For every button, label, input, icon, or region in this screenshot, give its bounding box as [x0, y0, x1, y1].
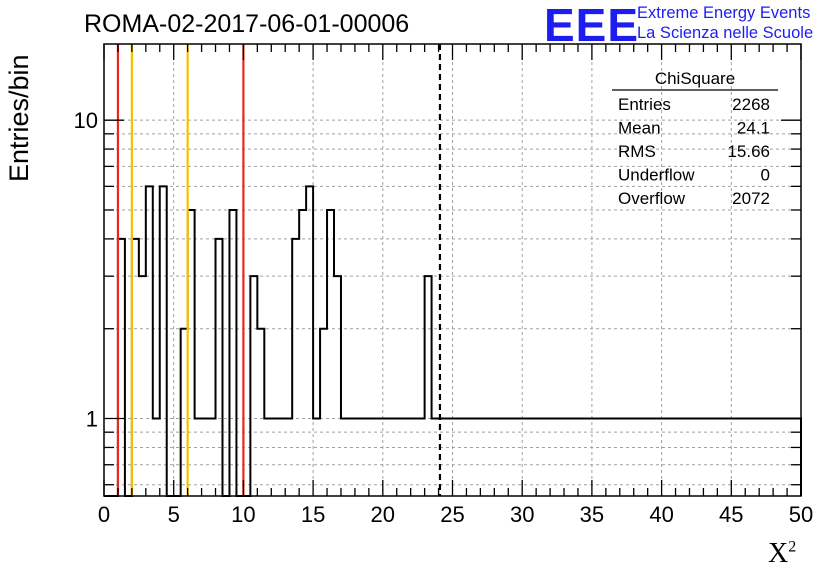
stats-value: 0	[761, 166, 770, 185]
stats-value: 24.1	[737, 119, 770, 138]
x-tick-label: 40	[649, 502, 673, 527]
histogram-bin	[425, 276, 432, 496]
x-tick-label: 35	[580, 502, 604, 527]
eee-logo: EEE Extreme Energy Events La Scienza nel…	[544, 0, 836, 51]
histogram-bin	[257, 329, 264, 496]
x-tick-label: 5	[168, 502, 180, 527]
x-tick-label: 15	[301, 502, 325, 527]
stats-label: Mean	[618, 119, 661, 138]
x-tick-label: 45	[719, 502, 743, 527]
histogram-bin	[299, 210, 306, 496]
y-tick-label: 1	[86, 407, 98, 432]
histogram-bin	[216, 239, 223, 496]
stats-label: Overflow	[618, 189, 686, 208]
histogram-bin	[160, 186, 167, 496]
histogram-bin	[250, 276, 257, 496]
x-axis-label-base: X	[768, 538, 789, 569]
histogram-bin	[306, 186, 313, 496]
histogram-bin	[139, 276, 146, 496]
x-tick-label: 30	[510, 502, 534, 527]
stats-value: 15.66	[727, 142, 770, 161]
y-tick-label: 10	[74, 108, 98, 133]
x-tick-label: 0	[98, 502, 110, 527]
histogram-bin	[146, 186, 153, 496]
stats-value: 2072	[732, 189, 770, 208]
axis-ticks: 0 5 10 15 20 25 30 35 40 45 50 1 10	[74, 44, 813, 527]
histogram-bin	[320, 329, 327, 496]
stats-label: RMS	[618, 142, 656, 161]
x-tick-label: 25	[440, 502, 464, 527]
histogram-bin	[327, 210, 334, 496]
stats-label: Underflow	[618, 166, 695, 185]
histogram-bin	[292, 239, 299, 496]
logo-line-2: La Scienza nelle Scuole	[637, 24, 814, 42]
x-tick-label: 10	[231, 502, 255, 527]
histogram-bin	[229, 210, 236, 496]
stats-value: 2268	[732, 95, 770, 114]
x-tick-label: 20	[371, 502, 395, 527]
stats-title: ChiSquare	[655, 69, 735, 88]
grid	[104, 44, 801, 496]
chart-title: ROMA-02-2017-06-01-00006	[84, 10, 410, 38]
stats-box: ChiSquare Entries 2268 Mean 24.1 RMS 15.66 Unde…	[612, 69, 778, 208]
stats-label: Entries	[618, 95, 671, 114]
histogram-bin	[334, 276, 341, 496]
x-axis-label-superscript: 2	[788, 538, 797, 556]
x-axis-label: X2	[768, 538, 796, 570]
logo-mark: EEE	[544, 0, 640, 51]
logo-line-1: Extreme Energy Events	[637, 4, 811, 22]
reference-lines	[116, 44, 442, 496]
x-tick-label: 50	[789, 502, 813, 527]
